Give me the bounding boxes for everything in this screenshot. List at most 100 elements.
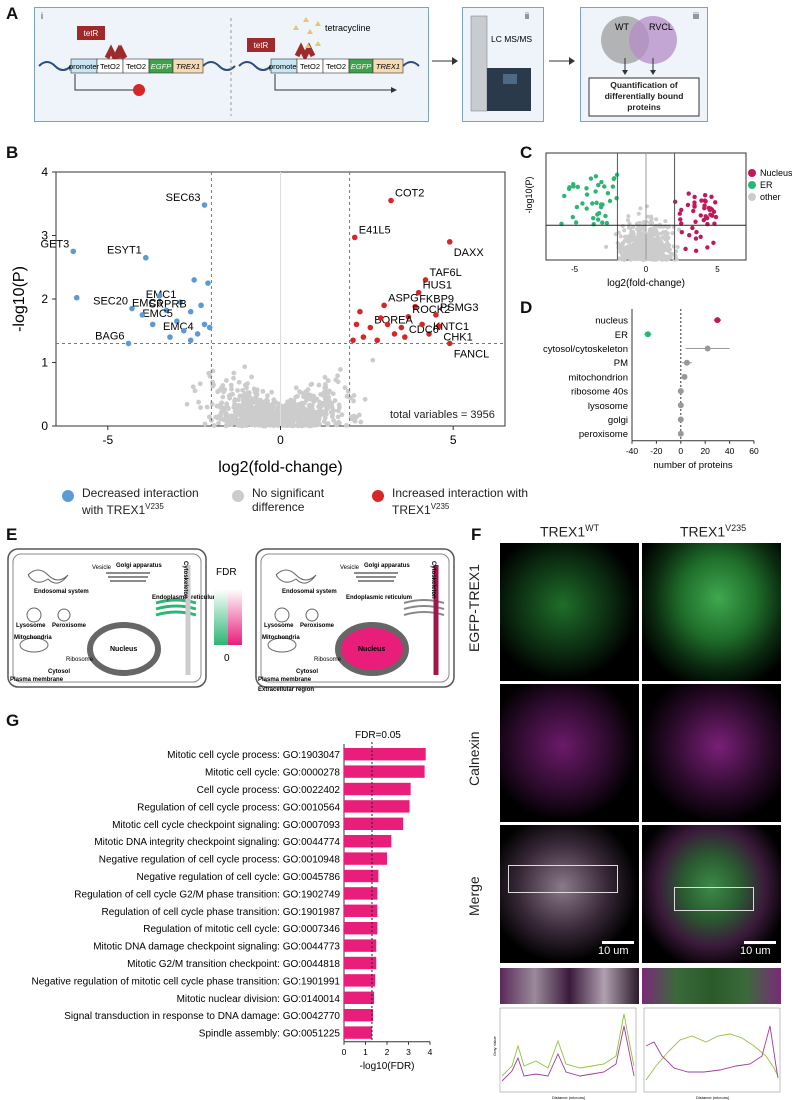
svg-text:Distance (microns): Distance (microns): [696, 1095, 730, 1100]
other-point: [618, 247, 623, 252]
increased-point: [402, 334, 408, 340]
svg-text:tetR: tetR: [254, 41, 269, 50]
ns-point: [209, 401, 215, 407]
tetr-dimers-left: [104, 44, 128, 64]
other-point: [663, 237, 668, 242]
decreased-point: [163, 307, 170, 314]
other-point: [650, 230, 655, 235]
ns-point: [232, 397, 238, 402]
er-point: [588, 176, 594, 181]
roi-strip-wt: [500, 968, 639, 1004]
gene-label: DAXX: [454, 247, 485, 259]
fdr-annotation: FDR=0.05: [355, 730, 401, 741]
value-dot: [704, 345, 711, 352]
other-point: [671, 244, 676, 249]
other-point: [646, 232, 651, 237]
enrichment-bar: [344, 852, 387, 865]
ns-point: [224, 422, 230, 427]
enrichment-bar: [344, 765, 425, 778]
value-dot: [677, 402, 684, 409]
ns-point: [280, 406, 286, 412]
other-point: [604, 244, 609, 249]
y-axis-label: -log10(P): [11, 266, 28, 332]
y-tick-label: 2: [41, 292, 48, 306]
svg-text:Endoplasmic reticulum: Endoplasmic reticulum: [346, 595, 412, 601]
ns-point: [332, 398, 338, 403]
nucleus-point: [678, 217, 683, 222]
sub-i: i: [41, 11, 43, 21]
ns-point: [339, 412, 345, 418]
svg-text:Lysosome: Lysosome: [264, 623, 294, 629]
other-point: [636, 227, 641, 232]
go-term-label: Mitotic G2/M transition checkpoint: GO:0…: [127, 959, 340, 970]
svg-text:tetR: tetR: [84, 29, 99, 38]
ns-point: [352, 418, 358, 424]
other-point: [630, 254, 635, 259]
er-point: [593, 174, 599, 179]
ns-point: [338, 367, 343, 372]
svg-text:TREX1: TREX1: [176, 62, 200, 71]
svg-text:TetO2: TetO2: [326, 62, 346, 71]
go-term-label: Mitotic DNA damage checkpoint signaling:…: [93, 942, 340, 953]
ns-point: [329, 401, 335, 407]
ns-point: [324, 421, 330, 427]
er-point: [567, 185, 572, 190]
nucleus-point: [702, 206, 707, 211]
er-point: [604, 220, 610, 226]
ns-point: [198, 405, 203, 410]
decreased-point: [194, 331, 201, 337]
ns-point: [325, 396, 331, 402]
other-point: [654, 228, 659, 233]
other-point: [638, 206, 643, 211]
other-point: [677, 227, 682, 232]
ns-point: [342, 385, 348, 391]
nucleus-point: [693, 219, 698, 224]
value-dot: [683, 359, 690, 366]
ns-point: [301, 391, 307, 397]
ns-point: [236, 418, 241, 423]
legend-dec: Decreased interaction with TREX1V235: [82, 486, 199, 517]
enrichment-bar: [344, 869, 379, 883]
other-point: [654, 217, 659, 222]
category-label: ER: [615, 330, 628, 341]
increased-point: [446, 239, 453, 245]
ns-point: [286, 409, 291, 415]
other-point: [631, 242, 636, 247]
venn-rvcl: [629, 16, 677, 64]
panel-e-label: E: [6, 525, 18, 544]
er-point: [605, 191, 611, 196]
enrichment-bar: [344, 800, 410, 813]
ns-point: [236, 412, 242, 417]
y-tick-label: 4: [41, 165, 48, 179]
decreased-point: [167, 334, 173, 340]
ns-point: [204, 404, 210, 410]
other-point: [648, 220, 653, 225]
profile-mut-green: [645, 1033, 779, 1081]
panel-c-label: C: [520, 143, 533, 162]
decreased-point: [149, 321, 156, 328]
decreased-point: [174, 318, 180, 325]
ns-point: [335, 373, 341, 379]
er-point: [602, 184, 607, 189]
scale-bar-mut: [744, 941, 776, 944]
ns-point: [317, 421, 322, 427]
category-label: mitochondrion: [568, 372, 628, 383]
er-point: [590, 216, 596, 221]
ns-point: [251, 409, 257, 415]
other-point: [648, 226, 653, 231]
svg-text:Vesicle: Vesicle: [92, 565, 112, 571]
svg-text:Mitochondria: Mitochondria: [262, 635, 300, 641]
other-point: [652, 238, 657, 243]
increased-point: [381, 302, 387, 309]
profile-wt-green: [501, 1013, 635, 1077]
ns-point: [245, 390, 250, 396]
go-term-label: Mitotic cell cycle checkpoint signaling:…: [112, 820, 340, 831]
svg-text:TREX1: TREX1: [376, 62, 400, 71]
ns-point: [227, 415, 233, 421]
go-term-label: Negative regulation of cell cycle proces…: [99, 855, 341, 866]
decreased-point: [187, 337, 194, 344]
other-point: [649, 248, 654, 253]
category-label: peroxisome: [579, 429, 628, 440]
ns-point: [362, 396, 368, 402]
row2-label: Calnexin: [466, 731, 482, 786]
